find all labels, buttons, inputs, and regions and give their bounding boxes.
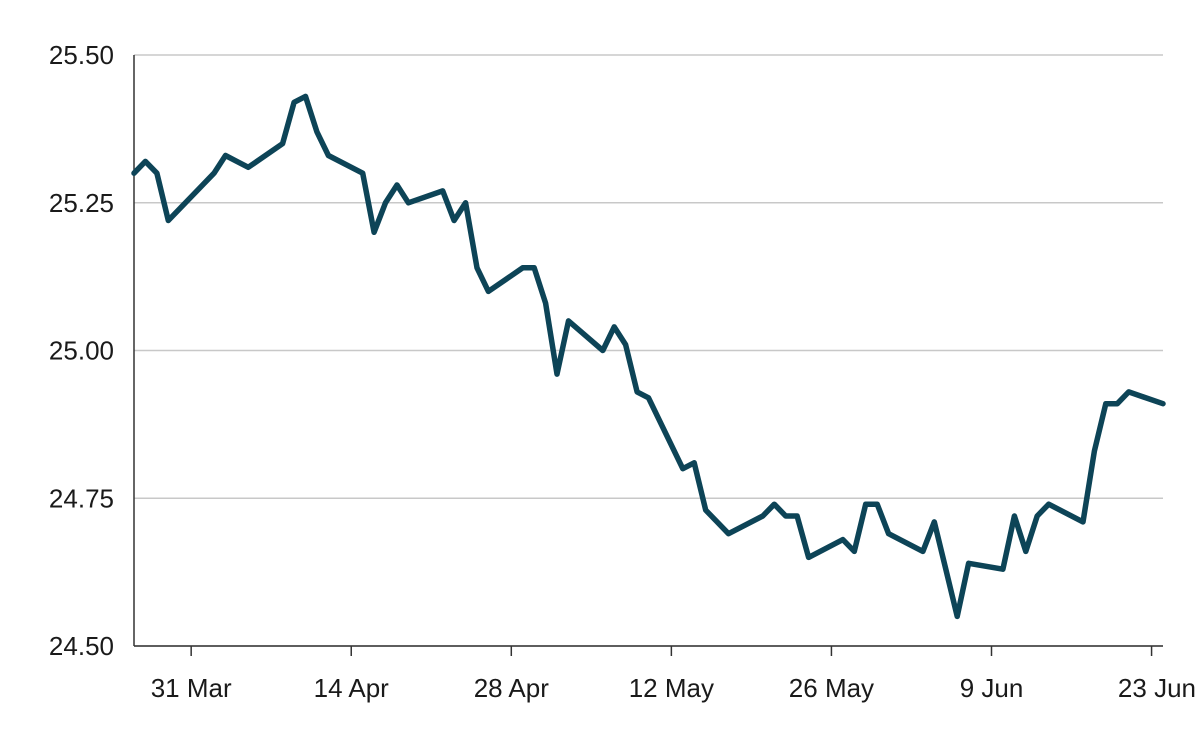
x-axis-tick-labels: 31 Mar 14 Apr 28 Apr 12 May 26 May 9 Jun 23 Ju…: [151, 673, 1196, 703]
x-tick-label: 12 May: [629, 673, 714, 703]
x-axis-ticks: [190, 646, 1153, 656]
y-axis-tick-labels: 25.50 25.25 25.00 24.75 24.50: [49, 40, 114, 661]
y-tick-label: 25.00: [49, 336, 114, 366]
grid-lines: [134, 54, 1163, 647]
series-group: [131, 93, 1166, 620]
x-tick-label: 31 Mar: [151, 673, 232, 703]
x-tick-label: 23 Jun: [1118, 673, 1196, 703]
x-tick-label: 14 Apr: [314, 673, 390, 703]
y-tick-label: 24.75: [49, 483, 114, 513]
x-tick-label: 26 May: [789, 673, 874, 703]
y-tick-label: 25.50: [49, 40, 114, 70]
y-tick-label: 24.50: [49, 631, 114, 661]
x-tick-label: 28 Apr: [474, 673, 550, 703]
x-tick-label: 9 Jun: [960, 673, 1024, 703]
y-tick-label: 25.25: [49, 188, 114, 218]
series-line-0: [131, 93, 1166, 620]
